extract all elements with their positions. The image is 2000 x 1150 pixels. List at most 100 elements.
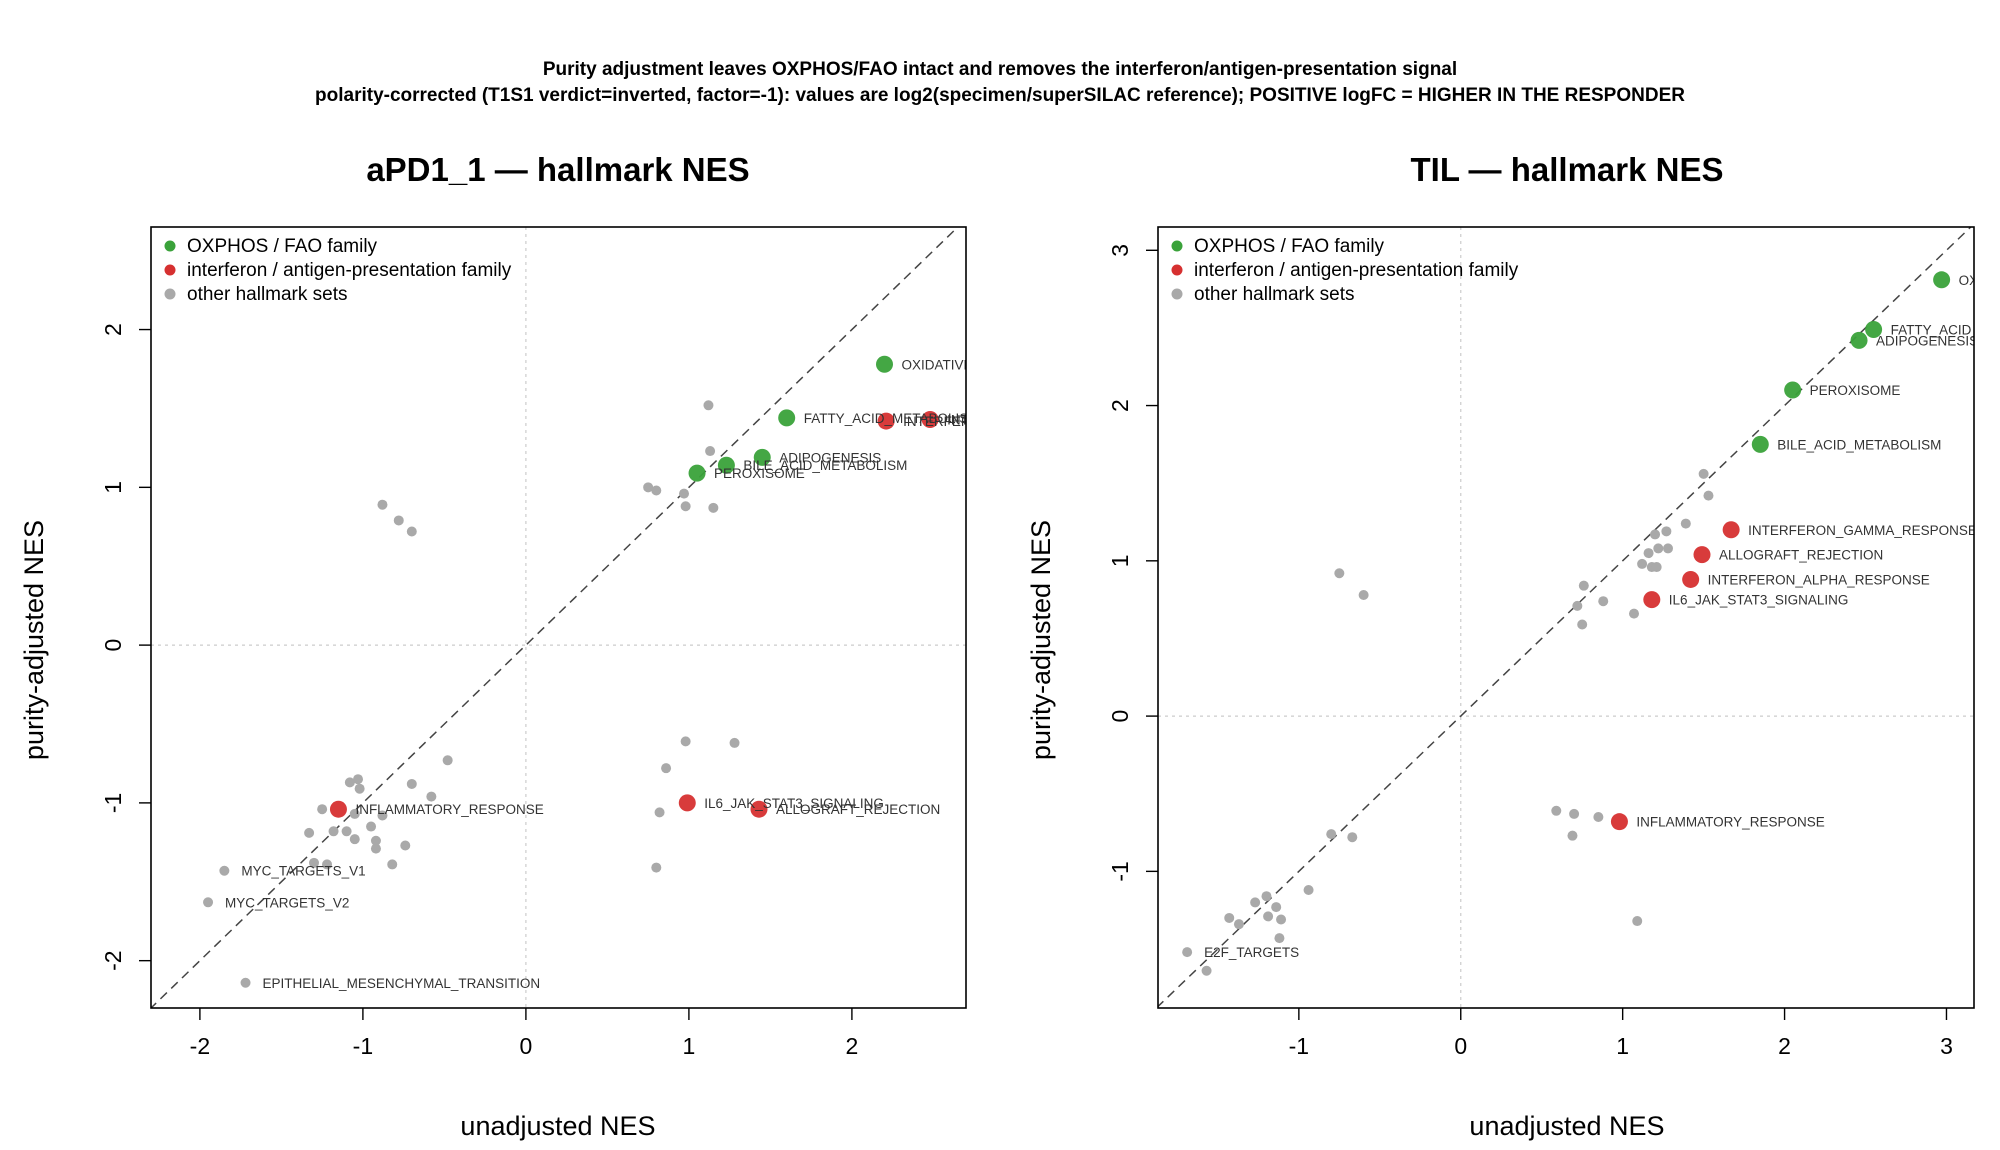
data-point: [219, 865, 230, 876]
data-point: [349, 834, 360, 845]
point-label: BILE_ACID_METABOLISM: [1777, 437, 1941, 452]
data-point: [643, 482, 654, 493]
data-point: [1629, 608, 1639, 619]
data-point: [651, 862, 662, 873]
data-point: [1224, 912, 1235, 923]
point-label: INTERFERON_ALPHA_RESPONSE: [1708, 572, 1930, 587]
data-point: [328, 826, 339, 837]
point-label: BILE_ACID_METABOLISM: [743, 458, 907, 473]
data-point-highlight: [1693, 546, 1711, 564]
data-point: [1334, 568, 1345, 579]
data-point: [1263, 911, 1274, 922]
data-point: [703, 400, 714, 411]
data-point-highlight: [678, 794, 696, 812]
data-point-highlight: [1784, 381, 1802, 399]
data-point: [1274, 933, 1285, 944]
data-point: [680, 501, 691, 512]
figure-suptitle-line2: polarity-corrected (T1S1 verdict=inverte…: [315, 85, 1685, 106]
data-point: [370, 843, 381, 854]
point-label: INTERFERON_ALPHA_RESPONSE: [947, 412, 1169, 427]
x-tick-label: 2: [1778, 1033, 1791, 1059]
data-point-highlight: [876, 355, 893, 373]
legend-marker: [1171, 288, 1183, 300]
data-point: [1703, 490, 1714, 501]
data-point: [1347, 832, 1358, 843]
panel-title: TIL — hallmark NES: [1411, 151, 1724, 188]
data-point: [377, 810, 388, 821]
legend-label: other hallmark sets: [187, 284, 348, 305]
data-point: [1358, 589, 1369, 600]
legend-label: interferon / antigen-presentation family: [187, 260, 512, 281]
data-point: [387, 859, 398, 870]
data-point: [1680, 518, 1691, 529]
legend-marker: [1171, 264, 1183, 276]
data-point: [1567, 830, 1578, 841]
data-point: [1572, 600, 1583, 611]
data-point: [322, 859, 333, 870]
data-point: [203, 897, 214, 908]
y-tick-label: 0: [100, 639, 126, 652]
data-point-highlight: [877, 412, 895, 430]
data-point-highlight: [1751, 435, 1769, 453]
identity-line: [1158, 227, 1972, 1008]
legend-label: interferon / antigen-presentation family: [1194, 260, 1519, 281]
data-point: [1653, 543, 1664, 554]
data-point: [1271, 902, 1282, 913]
data-point-highlight: [1850, 331, 1868, 349]
panel-title: aPD1_1 — hallmark NES: [366, 151, 749, 188]
point-label: MYC_TARGETS_V1: [241, 864, 365, 879]
point-label: ALLOGRAFT_REJECTION: [776, 802, 940, 817]
point-label: INFLAMMATORY_RESPONSE: [1636, 815, 1824, 830]
data-point: [1233, 919, 1244, 930]
data-point: [1637, 558, 1648, 569]
data-point: [1598, 596, 1609, 607]
y-tick-label: -2: [100, 950, 126, 970]
point-label: E2F_TARGETS: [1204, 945, 1299, 960]
data-point: [353, 774, 364, 785]
data-point: [406, 778, 417, 789]
figure-suptitle-line1: Purity adjustment leaves OXPHOS/FAO inta…: [543, 59, 1457, 80]
x-axis-label: unadjusted NES: [460, 1111, 655, 1141]
data-point: [1303, 884, 1314, 895]
data-point: [1698, 468, 1709, 479]
x-tick-label: 1: [683, 1033, 696, 1059]
data-point: [1201, 965, 1212, 976]
panel-apd1: aPD1_1 — hallmark NES unadjusted NES pur…: [19, 151, 1169, 1141]
data-point: [354, 783, 365, 794]
x-tick-label: 0: [520, 1033, 533, 1059]
data-point: [393, 515, 404, 526]
point-label: INTERFERON_GAMMA_RESPONSE: [903, 414, 1132, 429]
point-label: OXIDATIVE_PHOSPHORYLATION: [902, 357, 1114, 372]
point-label: INFLAMMATORY_RESPONSE: [355, 802, 543, 817]
data-point: [426, 791, 437, 802]
data-point-highlight: [1722, 521, 1740, 539]
point-label: PEROXISOME: [714, 466, 805, 481]
panel-til: TIL — hallmark NES unadjusted NES purity…: [1026, 151, 1975, 1141]
legend-label: OXPHOS / FAO family: [187, 236, 378, 257]
data-point-highlight: [1610, 813, 1628, 831]
data-point: [304, 827, 315, 838]
data-point: [651, 485, 662, 496]
legend-marker: [164, 288, 176, 300]
point-label: ALLOGRAFT_REJECTION: [1719, 548, 1883, 563]
x-axis-label: unadjusted NES: [1469, 1111, 1664, 1141]
data-point: [1643, 548, 1654, 559]
data-point: [1578, 580, 1589, 591]
point-label: FATTY_ACID_METABOLISM: [804, 411, 980, 426]
data-point: [366, 821, 377, 832]
point-label: IL6_JAK_STAT3_SIGNALING: [1669, 593, 1849, 608]
y-tick-label: 0: [1107, 710, 1133, 723]
legend-marker: [1171, 240, 1183, 252]
y-tick-label: 1: [1107, 554, 1133, 567]
y-tick-label: -1: [1107, 861, 1133, 881]
y-axis-label: purity-adjusted NES: [1026, 520, 1056, 760]
x-tick-label: 3: [1940, 1033, 1953, 1059]
data-point-highlight: [688, 464, 706, 482]
data-point: [240, 977, 251, 988]
x-tick-label: 2: [846, 1033, 859, 1059]
data-point: [654, 807, 665, 818]
data-point: [400, 840, 411, 851]
legend-label: other hallmark sets: [1194, 284, 1355, 305]
identity-line: [151, 227, 959, 1008]
